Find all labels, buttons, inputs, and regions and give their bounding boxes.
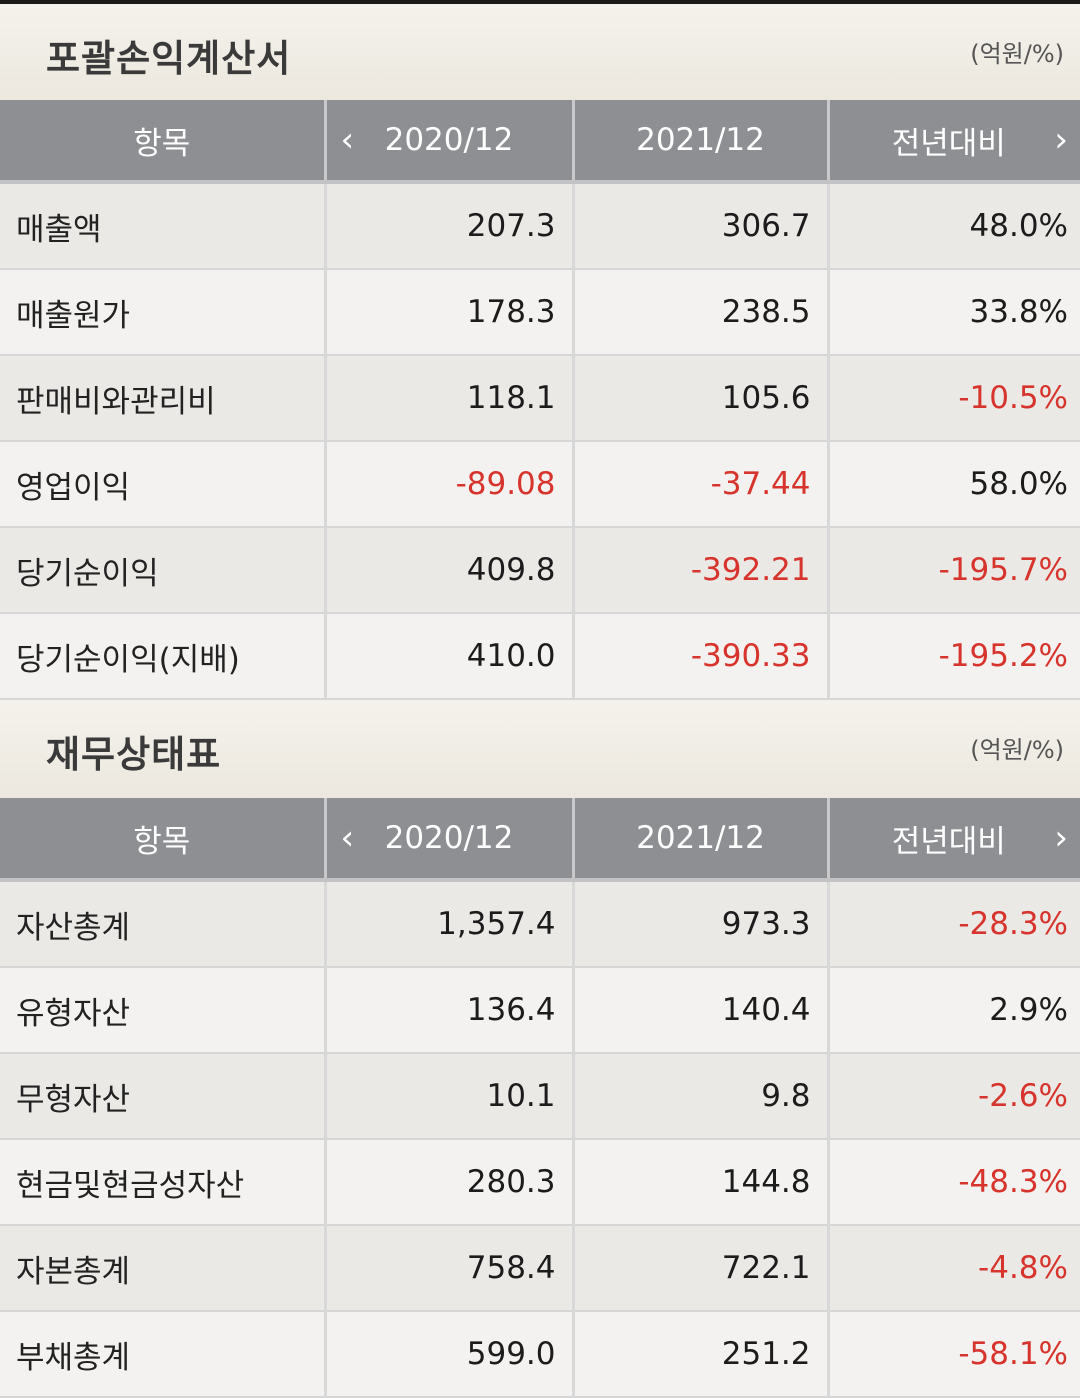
table-row: 부채총계 599.0 251.2 -58.1% — [0, 1311, 1080, 1398]
column-header-yoy: 전년대비 › — [828, 100, 1080, 184]
value-yoy: -58.1% — [828, 1311, 1080, 1398]
value-2021: 251.2 — [573, 1311, 830, 1398]
section-title: 포괄손익계산서 — [46, 37, 292, 80]
unit-label: (억원/%) — [970, 40, 1064, 68]
row-label: 자본총계 — [0, 1225, 327, 1312]
chevron-right-icon[interactable]: › — [1054, 818, 1068, 858]
row-label: 매출액 — [0, 182, 327, 270]
income-statement-header: 포괄손익계산서 (억원/%) — [0, 4, 1080, 100]
value-2020: 410.0 — [325, 613, 575, 700]
value-2020: 280.3 — [325, 1139, 575, 1226]
column-header-year1: ‹ 2020/12 — [325, 100, 575, 184]
value-yoy: -28.3% — [828, 880, 1080, 968]
value-2021: 105.6 — [573, 355, 830, 442]
balance-sheet-body: 자산총계 1,357.4 973.3 -28.3% 유형자산 136.4 140.4 2.9%… — [0, 880, 1080, 1398]
row-label: 매출원가 — [0, 269, 327, 356]
value-yoy: -48.3% — [828, 1139, 1080, 1226]
value-yoy: -4.8% — [828, 1225, 1080, 1312]
table-row: 매출원가 178.3 238.5 33.8% — [0, 269, 1080, 356]
value-2021: -392.21 — [573, 527, 830, 614]
value-2021: -37.44 — [573, 441, 830, 528]
chevron-left-icon[interactable]: ‹ — [340, 818, 355, 858]
column-header-yoy: 전년대비 › — [828, 798, 1080, 882]
income-statement-body: 매출액 207.3 306.7 48.0% 매출원가 178.3 238.5 33.8% 판매비… — [0, 182, 1080, 700]
unit-label: (억원/%) — [970, 736, 1064, 764]
table-row: 당기순이익(지배) 410.0 -390.33 -195.2% — [0, 613, 1080, 700]
table-row: 매출액 207.3 306.7 48.0% — [0, 182, 1080, 270]
row-label: 판매비와관리비 — [0, 355, 327, 442]
value-yoy: -2.6% — [828, 1053, 1080, 1140]
row-label: 현금및현금성자산 — [0, 1139, 327, 1226]
table-row: 현금및현금성자산 280.3 144.8 -48.3% — [0, 1139, 1080, 1226]
chevron-right-icon[interactable]: › — [1054, 120, 1068, 160]
value-2020: 207.3 — [325, 182, 575, 270]
value-2020: 136.4 — [325, 967, 575, 1054]
value-2020: 10.1 — [325, 1053, 575, 1140]
row-label: 무형자산 — [0, 1053, 327, 1140]
income-statement-section: 포괄손익계산서 (억원/%) 항목 ‹ 2020/12 2021/12 전년대비… — [0, 4, 1080, 700]
value-yoy: -195.7% — [828, 527, 1080, 614]
row-label: 부채총계 — [0, 1311, 327, 1398]
row-label: 당기순이익(지배) — [0, 613, 327, 700]
value-2021: 973.3 — [573, 880, 830, 968]
row-label: 유형자산 — [0, 967, 327, 1054]
row-label: 자산총계 — [0, 880, 327, 968]
chevron-left-icon[interactable]: ‹ — [340, 120, 355, 160]
balance-sheet-section: 재무상태표 (억원/%) 항목 ‹ 2020/12 2021/12 전년대비 ›… — [0, 700, 1080, 1398]
balance-sheet-table: 항목 ‹ 2020/12 2021/12 전년대비 › 자산총계 1,357.4 9… — [0, 798, 1080, 1398]
value-2021: 306.7 — [573, 182, 830, 270]
top-strip — [0, 0, 1080, 4]
value-2021: 140.4 — [573, 967, 830, 1054]
value-2020: 758.4 — [325, 1225, 575, 1312]
balance-sheet-header: 재무상태표 (억원/%) — [0, 700, 1080, 798]
table-row: 판매비와관리비 118.1 105.6 -10.5% — [0, 355, 1080, 442]
value-2020: 409.8 — [325, 527, 575, 614]
value-2021: 722.1 — [573, 1225, 830, 1312]
value-yoy: 48.0% — [828, 182, 1080, 270]
value-2021: 9.8 — [573, 1053, 830, 1140]
table-row: 영업이익 -89.08 -37.44 58.0% — [0, 441, 1080, 528]
table-header-row: 항목 ‹ 2020/12 2021/12 전년대비 › — [0, 100, 1080, 184]
table-row: 유형자산 136.4 140.4 2.9% — [0, 967, 1080, 1054]
value-yoy: -195.2% — [828, 613, 1080, 700]
value-2020: 599.0 — [325, 1311, 575, 1398]
table-row: 당기순이익 409.8 -392.21 -195.7% — [0, 527, 1080, 614]
value-2021: 144.8 — [573, 1139, 830, 1226]
column-header-year2: 2021/12 — [573, 798, 830, 882]
value-2020: 118.1 — [325, 355, 575, 442]
row-label: 영업이익 — [0, 441, 327, 528]
column-header-year1: ‹ 2020/12 — [325, 798, 575, 882]
column-header-item: 항목 — [0, 798, 327, 882]
table-row: 자산총계 1,357.4 973.3 -28.3% — [0, 880, 1080, 968]
value-2020: 178.3 — [325, 269, 575, 356]
value-yoy: 58.0% — [828, 441, 1080, 528]
income-statement-table: 항목 ‹ 2020/12 2021/12 전년대비 › 매출액 207.3 306.… — [0, 100, 1080, 700]
table-header-row: 항목 ‹ 2020/12 2021/12 전년대비 › — [0, 798, 1080, 882]
value-2020: 1,357.4 — [325, 880, 575, 968]
value-2021: -390.33 — [573, 613, 830, 700]
column-header-item: 항목 — [0, 100, 327, 184]
table-row: 자본총계 758.4 722.1 -4.8% — [0, 1225, 1080, 1312]
value-2021: 238.5 — [573, 269, 830, 356]
value-yoy: 33.8% — [828, 269, 1080, 356]
section-title: 재무상태표 — [46, 733, 222, 776]
value-yoy: -10.5% — [828, 355, 1080, 442]
value-yoy: 2.9% — [828, 967, 1080, 1054]
value-2020: -89.08 — [325, 441, 575, 528]
row-label: 당기순이익 — [0, 527, 327, 614]
table-row: 무형자산 10.1 9.8 -2.6% — [0, 1053, 1080, 1140]
column-header-year2: 2021/12 — [573, 100, 830, 184]
